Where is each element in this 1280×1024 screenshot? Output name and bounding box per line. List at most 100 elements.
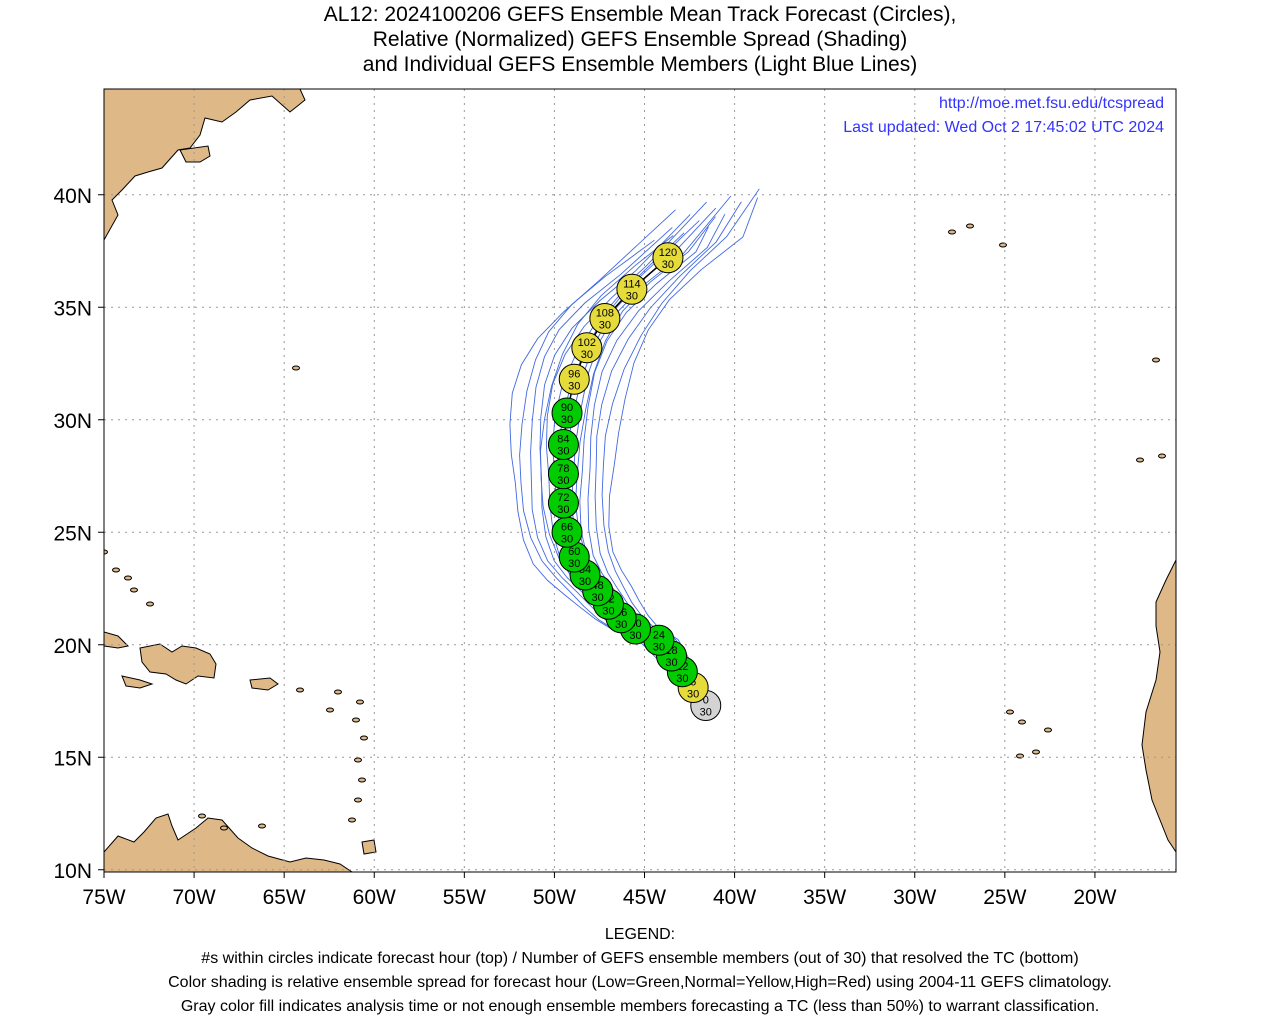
forecast-hour-label: 66 <box>561 521 573 533</box>
latitude-labels: 10N 15N 20N 25N 30N 35N 40N <box>53 185 104 883</box>
track-map: 0306301230183024303030363042304830543060… <box>53 88 1177 909</box>
track-circle <box>551 397 583 429</box>
island-3 <box>966 223 974 229</box>
island-28 <box>146 601 154 607</box>
island-19 <box>334 689 342 695</box>
member-count-label: 30 <box>557 446 569 458</box>
lon-tick-label: 75W <box>82 886 125 909</box>
land-puerto-rico <box>249 677 279 691</box>
forecast-hour-label: 0 <box>703 695 709 707</box>
member-count-label: 30 <box>653 641 665 653</box>
island-8 <box>1018 719 1026 725</box>
island-24 <box>220 825 228 831</box>
island-5 <box>1158 453 1166 459</box>
source-url-link[interactable]: http://moe.met.fsu.edu/tcspread <box>939 95 1164 112</box>
forecast-hour-label: 96 <box>568 368 580 380</box>
lon-tick-label: 45W <box>623 886 666 909</box>
lon-tick-label: 50W <box>533 886 576 909</box>
ensemble-mean-track: 0306301230183024303030363042304830543060… <box>547 242 722 721</box>
track-circle <box>616 273 648 305</box>
title-line-1: AL12: 2024100206 GEFS Ensemble Mean Trac… <box>323 3 957 26</box>
forecast-hour-label: 120 <box>659 247 677 259</box>
island-12 <box>356 699 364 705</box>
member-count-label: 30 <box>687 689 699 701</box>
member-count-label: 30 <box>592 592 604 604</box>
member-count-label: 30 <box>629 630 641 642</box>
forecast-hour-label: 108 <box>596 308 614 320</box>
island-2 <box>948 229 956 235</box>
island-15 <box>354 757 362 763</box>
track-circle <box>589 303 621 334</box>
lat-tick-label: 30N <box>53 410 92 433</box>
legend-line-1: #s within circles indicate forecast hour… <box>201 950 1079 967</box>
legend-line-3: Gray color fill indicates analysis time … <box>180 998 1100 1015</box>
island-17 <box>354 797 362 803</box>
island-11 <box>1044 727 1052 733</box>
island-23 <box>198 813 206 819</box>
land-jamaica-area <box>121 675 154 689</box>
land-nova-scotia <box>179 145 211 163</box>
member-count-label: 30 <box>665 657 677 669</box>
member-count-label: 30 <box>599 320 611 332</box>
lon-tick-label: 30W <box>893 886 936 909</box>
lat-tick-label: 40N <box>53 185 92 208</box>
land-south-america <box>104 813 353 872</box>
member-count-label: 30 <box>676 673 688 685</box>
land-west-africa <box>1141 559 1176 853</box>
island-26 <box>112 567 120 573</box>
lon-tick-label: 70W <box>172 886 215 909</box>
member-count-label: 30 <box>615 619 627 631</box>
island-18 <box>348 817 356 823</box>
island-14 <box>360 735 368 741</box>
land-cuba-tail <box>104 631 130 649</box>
lat-tick-label: 35N <box>53 297 92 320</box>
track-circle <box>558 363 590 395</box>
island-27 <box>124 575 132 581</box>
forecast-hour-label: 24 <box>653 629 665 641</box>
lon-tick-label: 35W <box>803 886 846 909</box>
island-25 <box>104 549 108 555</box>
island-29 <box>130 587 138 593</box>
lon-tick-label: 60W <box>353 886 396 909</box>
title-line-3: and Individual GEFS Ensemble Members (Li… <box>362 53 918 76</box>
lat-tick-label: 10N <box>53 860 92 883</box>
forecast-hour-label: 84 <box>557 434 569 446</box>
member-count-label: 30 <box>568 380 580 392</box>
legend-heading: LEGEND: <box>604 926 676 943</box>
lat-tick-label: 15N <box>53 747 92 770</box>
member-count-label: 30 <box>581 349 593 361</box>
island-13 <box>352 717 360 723</box>
lat-tick-label: 20N <box>53 635 92 658</box>
legend-line-2: Color shading is relative ensemble sprea… <box>168 974 1112 991</box>
land-northeast-us-canada <box>104 89 306 242</box>
lon-tick-label: 20W <box>1073 886 1116 909</box>
lon-tick-label: 25W <box>983 886 1026 909</box>
title-line-2: Relative (Normalized) GEFS Ensemble Spre… <box>372 28 908 51</box>
land-trinidad <box>361 839 377 855</box>
island-7 <box>1006 709 1014 715</box>
forecast-hour-label: 90 <box>561 402 573 414</box>
track-circle <box>571 332 603 364</box>
longitude-labels: 75W 70W 65W 60W 55W 50W 45W 40W 35W 30W 25W 20W <box>82 872 1117 909</box>
member-count-label: 30 <box>579 576 591 588</box>
member-count-label: 30 <box>700 707 712 719</box>
island-16 <box>358 777 366 783</box>
island-20 <box>326 707 334 713</box>
member-count-label: 30 <box>561 533 573 545</box>
lon-tick-label: 55W <box>443 886 486 909</box>
forecast-hour-label: 72 <box>557 492 569 504</box>
island-22 <box>258 823 266 829</box>
member-count-label: 30 <box>626 290 638 302</box>
member-count-label: 30 <box>568 558 580 570</box>
member-count-label: 30 <box>561 414 573 426</box>
